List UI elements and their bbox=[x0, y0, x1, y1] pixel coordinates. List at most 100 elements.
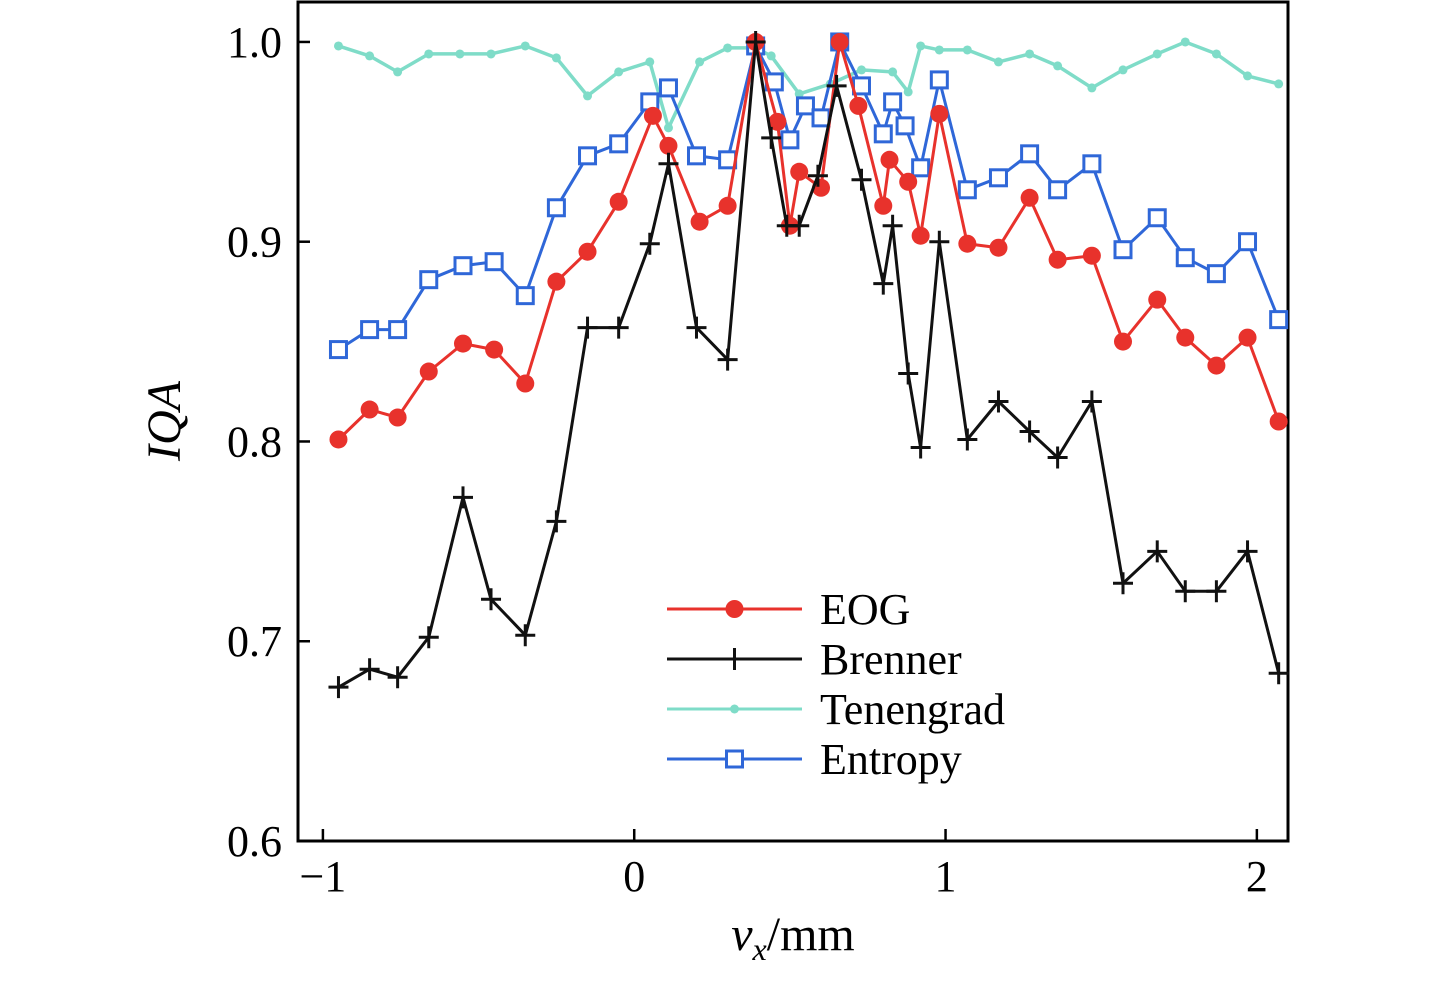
data-point-entropy bbox=[419, 270, 439, 290]
data-point-entropy bbox=[609, 134, 629, 154]
y-tick-label: 0.9 bbox=[227, 218, 282, 267]
data-point-entropy bbox=[929, 70, 949, 90]
data-point-eog bbox=[578, 242, 597, 261]
data-point-brenner bbox=[745, 30, 766, 53]
data-point-eog bbox=[1082, 246, 1101, 265]
data-point-tenengrad bbox=[551, 53, 561, 63]
data-point-entropy bbox=[658, 78, 678, 98]
legend-swatch-marker bbox=[730, 704, 739, 714]
data-point-tenengrad bbox=[962, 45, 972, 55]
data-point-entropy bbox=[895, 116, 915, 136]
data-point-eog bbox=[609, 192, 628, 211]
data-point-eog bbox=[1269, 412, 1288, 431]
data-point-brenner bbox=[546, 510, 567, 533]
data-point-eog bbox=[1048, 250, 1067, 269]
data-point-entropy bbox=[911, 158, 931, 178]
data-point-tenengrad bbox=[1274, 79, 1284, 89]
data-point-tenengrad bbox=[424, 49, 434, 59]
data-point-tenengrad bbox=[1152, 49, 1162, 59]
data-point-entropy bbox=[1238, 232, 1258, 252]
data-point-eog bbox=[849, 96, 868, 115]
data-point-eog bbox=[547, 272, 566, 291]
data-point-eog bbox=[690, 212, 709, 231]
y-tick-label: 0.7 bbox=[227, 617, 282, 666]
data-point-entropy bbox=[1020, 144, 1040, 164]
data-point-brenner bbox=[851, 168, 872, 191]
legend-label: Entropy bbox=[820, 735, 962, 784]
data-point-eog bbox=[718, 196, 737, 215]
data-point-tenengrad bbox=[614, 67, 624, 77]
data-point-entropy bbox=[578, 146, 598, 166]
data-point-brenner bbox=[658, 152, 679, 175]
data-point-brenner bbox=[418, 626, 439, 649]
data-point-brenner bbox=[1206, 580, 1227, 603]
legend-item-tenengrad: Tenengrad bbox=[667, 685, 1005, 734]
data-point-brenner bbox=[873, 272, 894, 295]
plot-frame bbox=[296, 0, 1290, 843]
data-point-eog bbox=[790, 162, 809, 181]
data-point-entropy bbox=[988, 168, 1008, 188]
data-point-eog bbox=[930, 104, 949, 123]
data-point-brenner bbox=[789, 214, 810, 237]
x-tick-label: 1 bbox=[935, 852, 957, 901]
data-point-eog bbox=[958, 234, 977, 253]
y-tick-label: 0.6 bbox=[227, 817, 282, 866]
data-point-eog bbox=[516, 374, 535, 393]
axes-layer: −1 0 1 2 0.6 0.7 0.8 0.9 1.0 bbox=[227, 18, 1268, 901]
data-point-tenengrad bbox=[1211, 49, 1221, 59]
legend-swatch-marker bbox=[725, 600, 744, 618]
data-point-tenengrad bbox=[520, 41, 530, 51]
data-point-eog bbox=[643, 106, 662, 125]
legend-item-entropy: Entropy bbox=[667, 735, 962, 784]
data-point-eog bbox=[1238, 328, 1257, 347]
data-point-tenengrad bbox=[1053, 61, 1063, 71]
data-point-tenengrad bbox=[1243, 71, 1253, 81]
data-point-entropy bbox=[873, 124, 893, 144]
legend-label: Brenner bbox=[820, 635, 962, 684]
data-point-brenner bbox=[929, 230, 950, 253]
data-point-entropy bbox=[515, 286, 535, 306]
x-tick-label: 2 bbox=[1246, 852, 1268, 901]
data-point-brenner bbox=[387, 666, 408, 689]
data-point-tenengrad bbox=[766, 51, 776, 61]
data-point-eog bbox=[768, 112, 787, 131]
data-point-eog bbox=[989, 238, 1008, 257]
data-point-brenner bbox=[1147, 540, 1168, 563]
data-point-tenengrad bbox=[1118, 65, 1128, 75]
data-point-eog bbox=[1148, 290, 1167, 309]
data-point-eog bbox=[880, 150, 899, 169]
series-line-entropy bbox=[337, 40, 1281, 351]
data-point-tenengrad bbox=[916, 41, 926, 51]
series-entropy bbox=[328, 32, 1289, 360]
data-point-entropy bbox=[883, 92, 903, 112]
data-point-entropy bbox=[811, 108, 831, 128]
data-point-brenner bbox=[481, 588, 502, 611]
data-point-eog bbox=[911, 226, 930, 245]
data-point-tenengrad bbox=[486, 49, 496, 59]
legend-item-brenner: Brenner bbox=[667, 635, 962, 684]
data-point-brenner bbox=[1047, 446, 1068, 469]
data-point-brenner bbox=[957, 428, 978, 451]
data-point-eog bbox=[329, 430, 348, 449]
data-point-eog bbox=[485, 340, 504, 359]
data-point-eog bbox=[1176, 328, 1195, 347]
data-point-brenner bbox=[453, 486, 473, 509]
data-point-brenner bbox=[1237, 540, 1258, 563]
data-point-entropy bbox=[1147, 208, 1167, 228]
data-point-tenengrad bbox=[1025, 49, 1035, 59]
data-point-brenner bbox=[717, 348, 738, 371]
data-point-entropy bbox=[780, 130, 800, 150]
data-point-brenner bbox=[807, 164, 828, 187]
data-point-eog bbox=[419, 362, 438, 381]
data-point-tenengrad bbox=[934, 45, 944, 55]
data-point-eog bbox=[1207, 356, 1226, 375]
data-point-tenengrad bbox=[1180, 37, 1190, 47]
series-line-tenengrad bbox=[337, 40, 1280, 130]
data-point-tenengrad bbox=[1087, 83, 1097, 93]
series-eog bbox=[329, 32, 1288, 449]
x-axis-title: vx/mm bbox=[731, 908, 855, 967]
data-point-entropy bbox=[328, 340, 348, 360]
series-tenengrad bbox=[333, 37, 1284, 133]
data-point-brenner bbox=[515, 624, 536, 647]
